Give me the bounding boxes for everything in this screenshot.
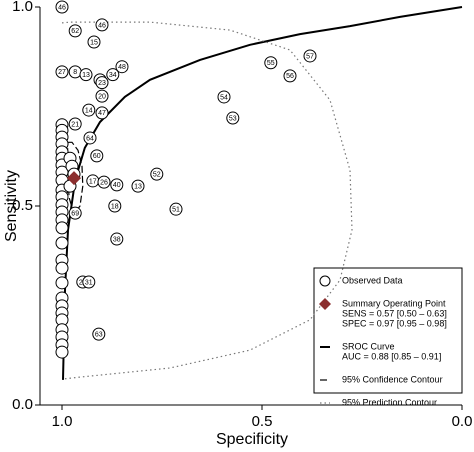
study-label: 20 — [98, 93, 106, 100]
legend-detail: SENS = 0.57 [0.50 – 0.63] — [342, 308, 447, 318]
y-tick-label: 0.5 — [12, 197, 33, 214]
study-label: 60 — [93, 153, 101, 160]
study-point — [92, 327, 106, 341]
study-point — [264, 56, 278, 70]
study-point — [68, 117, 82, 131]
study-point — [150, 167, 164, 181]
study-point — [82, 103, 96, 117]
study-point — [283, 69, 297, 83]
study-label: 64 — [86, 135, 94, 142]
study-label: 51 — [172, 207, 180, 214]
legend-label: Summary Operating Point — [342, 298, 446, 308]
y-tick-label: 1.0 — [12, 0, 33, 15]
study-point — [106, 68, 120, 82]
x-axis-label: Specificity — [216, 431, 288, 448]
study-label: 40 — [113, 182, 121, 189]
study-label: 17 — [89, 178, 97, 185]
study-point — [87, 35, 101, 49]
study-label: 46 — [58, 4, 66, 11]
study-label: 56 — [286, 73, 294, 80]
study-label: 46 — [98, 22, 106, 29]
legend-label: 95% Confidence Contour — [342, 374, 443, 384]
study-label: 14 — [85, 107, 93, 114]
study-point — [83, 131, 97, 145]
x-tick-label: 1.0 — [52, 413, 73, 430]
legend-label: 95% Prediction Contour — [342, 397, 437, 407]
curve — [62, 6, 463, 380]
summary-point — [67, 171, 81, 186]
y-axis-label: Sensitivity — [3, 170, 20, 242]
study-label: 47 — [98, 110, 106, 117]
study-point — [95, 89, 109, 103]
study-label: 48 — [118, 64, 126, 71]
study-label: 15 — [90, 39, 98, 46]
study-point — [68, 206, 82, 220]
study-label: 8 — [73, 69, 77, 76]
study-point — [68, 24, 82, 38]
study-point — [131, 179, 145, 193]
study-point — [108, 199, 122, 213]
study-label: 38 — [113, 236, 121, 243]
x-tick-label: 0.0 — [452, 413, 473, 430]
study-point — [95, 18, 109, 32]
study-point — [95, 106, 109, 120]
study-point — [55, 276, 69, 290]
study-point — [303, 49, 317, 63]
study-label: 57 — [306, 53, 314, 60]
study-point — [226, 111, 240, 125]
x-tick-label: 0.5 — [252, 413, 273, 430]
legend-label: Observed Data — [342, 275, 403, 285]
study-label: 69 — [71, 211, 79, 218]
study-point — [55, 221, 69, 235]
study-label: 23 — [98, 80, 106, 87]
study-point — [115, 60, 129, 74]
study-label: 53 — [229, 115, 237, 122]
legend-symbol — [319, 275, 331, 287]
study-label: 13 — [82, 72, 90, 79]
study-point — [110, 178, 124, 192]
study-point — [55, 345, 69, 359]
study-label: 21 — [71, 121, 79, 128]
study-point — [79, 68, 93, 82]
study-point — [82, 275, 96, 289]
study-label: 34 — [109, 72, 117, 79]
legend-symbol — [319, 298, 331, 310]
study-point — [95, 76, 109, 90]
study-label: 63 — [95, 331, 103, 338]
study-label: 27 — [58, 69, 66, 76]
study-point — [97, 175, 111, 189]
study-label: 55 — [267, 60, 275, 67]
study-label: 52 — [153, 172, 161, 179]
study-point — [217, 90, 231, 104]
study-label: 62 — [71, 28, 79, 35]
study-point — [55, 65, 69, 79]
y-tick-label: 0.0 — [12, 396, 33, 413]
study-point — [55, 0, 69, 14]
legend-box — [313, 267, 463, 394]
study-label: 26 — [100, 179, 108, 186]
study-label: 31 — [85, 279, 93, 286]
study-point — [55, 236, 69, 250]
study-label: 13 — [134, 183, 142, 190]
legend-detail: SPEC = 0.97 [0.95 – 0.98] — [342, 318, 447, 328]
study-label: 54 — [220, 94, 228, 101]
study-point — [110, 232, 124, 246]
study-point — [90, 149, 104, 163]
legend-label: SROC Curve — [342, 341, 395, 351]
legend-detail: AUC = 0.88 [0.85 – 0.91] — [342, 351, 441, 361]
study-label: 18 — [111, 203, 119, 210]
curve — [61, 21, 353, 380]
study-point — [55, 261, 69, 275]
study-point — [169, 202, 183, 216]
